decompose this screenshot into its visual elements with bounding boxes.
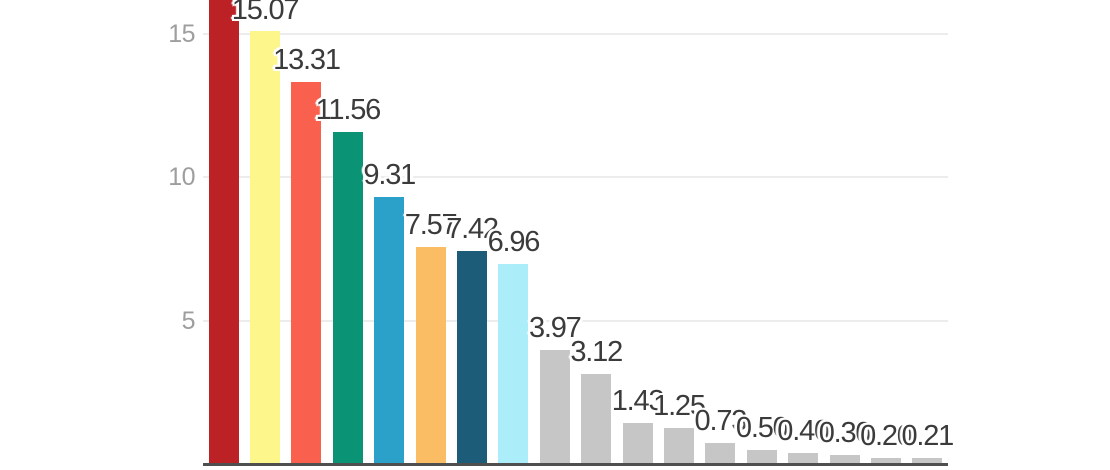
bar[interactable] (208, 0, 239, 466)
bar[interactable] (415, 246, 446, 466)
bar[interactable] (332, 132, 363, 466)
gridline (203, 319, 948, 322)
bar[interactable] (912, 457, 943, 466)
bar-value-label: 0.73 (694, 405, 748, 438)
y-tick-label: 10 (168, 163, 195, 191)
bar-value-label: 13.31 (273, 44, 341, 76)
bar-value-label: 0.30 (818, 417, 872, 450)
bar-value-label: 3.97 (528, 312, 582, 345)
bar-value-label: 6.96 (487, 226, 541, 259)
bar-value-label: 15.07 (231, 0, 300, 26)
bar-value-label: 0.40 (777, 414, 830, 447)
bar-value-label: 3.12 (570, 336, 623, 369)
bar[interactable] (581, 374, 612, 466)
bar-value-label: 7.57 (404, 208, 458, 241)
y-tick-label: 5 (181, 306, 196, 335)
bar-value-label: 7.42 (446, 213, 499, 246)
bar-value-label: 11.56 (315, 94, 382, 127)
bar[interactable] (622, 422, 653, 466)
bar-value-label: 0.21 (901, 419, 954, 452)
bar[interactable] (705, 443, 736, 466)
gridline (203, 32, 948, 35)
bar[interactable] (788, 452, 819, 466)
bar[interactable] (539, 350, 570, 466)
bar-value-label: 9.31 (363, 158, 416, 191)
bar-value-label: 0.20 (860, 420, 913, 453)
bar[interactable] (829, 455, 860, 466)
bar[interactable] (374, 196, 405, 466)
x-baseline (203, 463, 948, 466)
bar-value-label: 1.43 (611, 384, 665, 417)
y-tick-label: 15 (168, 19, 195, 48)
bar-value-label: 0.50 (735, 411, 789, 444)
bar[interactable] (457, 251, 488, 466)
gridline (203, 176, 948, 178)
bar[interactable] (746, 449, 777, 466)
bar-value-label: 1.25 (653, 390, 706, 423)
bar[interactable] (870, 458, 901, 466)
bar[interactable] (291, 82, 322, 466)
bar[interactable] (663, 428, 694, 466)
bar[interactable] (250, 31, 281, 466)
bar[interactable] (498, 264, 529, 466)
